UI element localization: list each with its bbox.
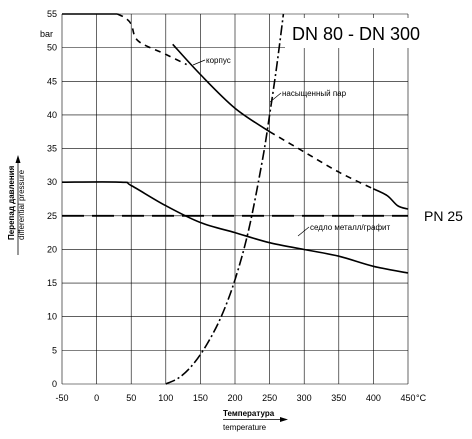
y-tick-labels: 0 5 10 15 20 25 30 35 40 45 50 55 — [47, 9, 57, 389]
x-unit-label: °C — [416, 393, 427, 403]
x-tick-label: 200 — [227, 393, 242, 403]
series-line-korpus-segment — [117, 13, 187, 66]
x-tick-label: 250 — [262, 393, 277, 403]
y-tick-label: 20 — [47, 244, 57, 254]
x-tick-label: 0 — [94, 393, 99, 403]
series-label-seat: седло металл/графит — [310, 223, 391, 232]
title-bg — [285, 18, 425, 48]
leader-steam — [269, 92, 282, 103]
x-tick-label: 350 — [331, 393, 346, 403]
y-tick-label: 40 — [47, 110, 57, 120]
y-tick-label: 50 — [47, 43, 57, 53]
x-tick-label: -50 — [55, 393, 68, 403]
y-axis-label-ru: Перепад давления — [7, 165, 16, 240]
series-lines — [61, 13, 409, 385]
x-tick-label: 400 — [366, 393, 381, 403]
chart-title: DN 80 - DN 300 — [292, 24, 420, 44]
x-axis-label-ru: Температура — [223, 409, 275, 418]
y-tick-label: 0 — [52, 379, 57, 389]
y-tick-label: 45 — [47, 76, 57, 86]
x-tick-label: 100 — [158, 393, 173, 403]
series-label-pn25: PN 25 — [424, 208, 463, 224]
series-line-korpus-segment — [172, 43, 271, 133]
series-label-steam: насыщенный пар — [282, 89, 347, 98]
leader-korpus — [192, 59, 206, 66]
series-label-korpus: корпус — [206, 56, 231, 65]
y-unit-label: bar — [40, 29, 53, 39]
y-tick-label: 30 — [47, 177, 57, 187]
x-axis-label-en: temperature — [223, 423, 267, 432]
y-tick-label: 55 — [47, 9, 57, 19]
leader-seat — [297, 226, 310, 237]
grid — [61, 13, 409, 385]
y-axis-label-en: differential pressure — [17, 169, 26, 240]
y-tick-label: 25 — [47, 211, 57, 221]
x-tick-labels: -50 0 50 100 150 200 250 300 350 400 450 — [55, 393, 415, 403]
series-line-korpus-segment — [269, 131, 374, 190]
series-line-seat — [61, 181, 409, 274]
x-tick-label: 450 — [400, 393, 415, 403]
series-line-steam — [165, 13, 285, 385]
series-line-korpus-segment — [373, 188, 409, 210]
y-axis-arrowhead — [15, 155, 21, 163]
y-tick-label: 10 — [47, 312, 57, 322]
pn25-label-bg — [420, 206, 470, 224]
y-axis-label: Перепад давления differential pressure — [7, 165, 26, 240]
y-tick-label: 5 — [52, 345, 57, 355]
x-tick-label: 300 — [297, 393, 312, 403]
x-tick-label: 150 — [193, 393, 208, 403]
x-tick-label: 50 — [126, 393, 136, 403]
x-axis-arrowhead — [280, 417, 288, 422]
y-tick-label: 15 — [47, 278, 57, 288]
y-tick-label: 35 — [47, 144, 57, 154]
